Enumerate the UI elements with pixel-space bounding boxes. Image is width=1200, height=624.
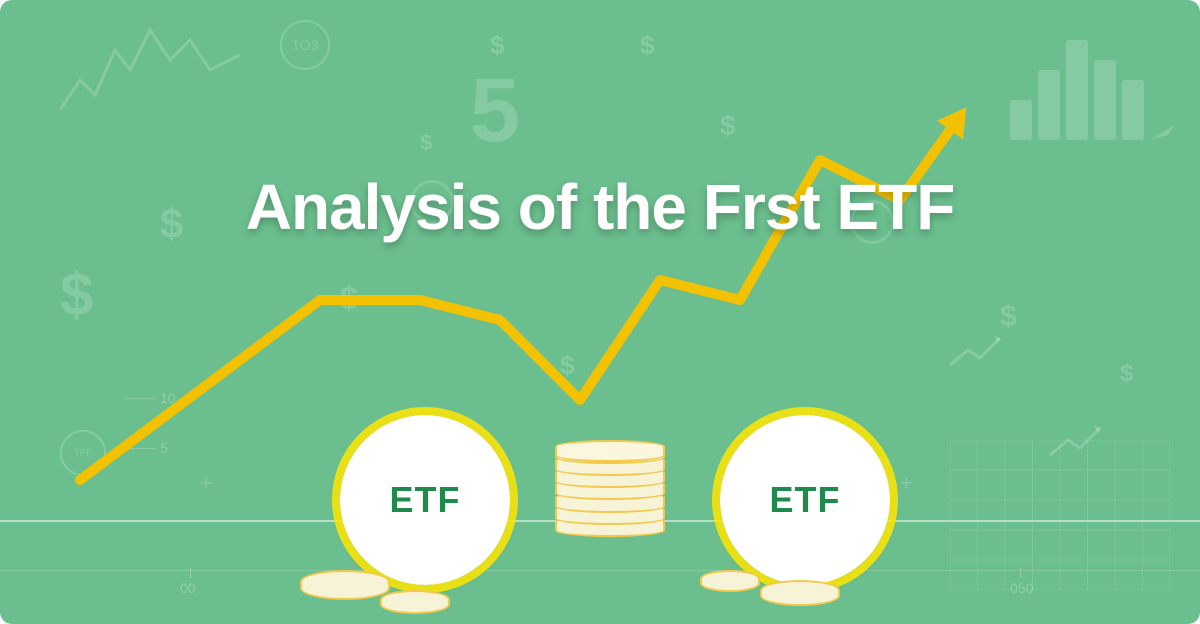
etf-disc-ring [332,407,518,593]
coin-stack [555,430,665,537]
page-title: Analysis of the Frst ETF [0,170,1200,244]
coin-top [555,440,665,462]
bottom-tick [190,568,191,578]
coin-base [760,580,840,606]
etf-disc-ring [712,407,898,593]
etf-disc: ETF [720,415,890,585]
etf-disc: ETF [340,415,510,585]
bottom-tick [1020,568,1021,578]
infographic-canvas: $$$$$$$$$$5TO3TFF++105Analysis of the Fr… [0,0,1200,624]
bottom-axis-label: 050 [1010,580,1033,596]
coin-base [700,570,760,592]
bottom-axis-label: 00 [180,580,196,596]
coin-base [380,590,450,614]
coin-base [300,570,390,600]
